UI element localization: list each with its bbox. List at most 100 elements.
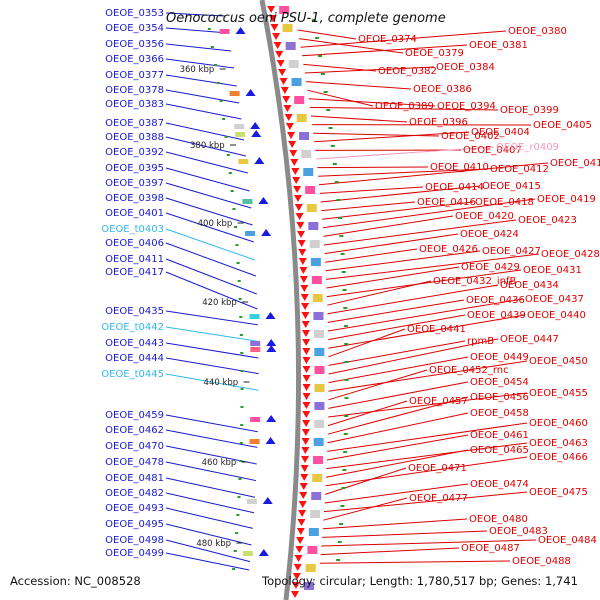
left-gene-label[interactable]: OEOE_0482 [105,488,164,499]
right-gene-label[interactable]: OEOE_0475 [529,487,588,498]
right-gene-label[interactable]: OEOE_0416 [417,197,476,208]
left-gene-label[interactable]: OEOE_t0403 [101,224,164,235]
left-gene-label[interactable]: OEOE_0398 [105,193,164,204]
right-gene-label[interactable]: rpmB [467,336,494,347]
right-gene-label[interactable]: OEOE_0382 [378,66,437,77]
right-gene-label[interactable]: OEOE_0436 [466,295,525,306]
right-gene-label[interactable]: OEOE_0480 [469,514,528,525]
left-gene-label[interactable]: OEOE_0470 [105,441,164,452]
reverse-gene-arrow [266,339,277,346]
left-gene-label[interactable]: OEOE_0387 [105,118,164,129]
left-gene-label[interactable]: OEOE_0443 [105,338,164,349]
right-gene-label[interactable]: OEOE_0379 [405,48,464,59]
leader-line [310,115,408,123]
right-gene-label[interactable]: OEOE_0456 [470,392,529,403]
right-gene-label[interactable]: OEOE_0487 [461,543,520,554]
left-gene-label[interactable]: OEOE_t0442 [101,322,164,333]
right-gene-label[interactable]: OEOE_0434 [500,280,559,291]
right-gene-label[interactable]: OEOE_0415 [482,181,541,192]
right-gene-label[interactable]: OEOE_0471 [408,463,467,474]
left-gene-label[interactable]: OEOE_0377 [105,70,164,81]
left-gene-label[interactable]: OEOE_0435 [105,306,164,317]
left-gene-label[interactable]: OEOE_0462 [105,425,164,436]
right-gene-label[interactable]: OEOE_0460 [529,418,588,429]
right-gene-label[interactable]: OEOE_0414 [425,182,484,193]
right-gene-label[interactable]: OEOE_0440 [527,310,586,321]
left-gene-label[interactable]: OEOE_0354 [105,23,164,34]
left-gene-label[interactable]: OEOE_0392 [105,147,164,158]
left-gene-label[interactable]: OEOE_0406 [105,238,164,249]
right-gene-label[interactable]: OEOE_r0409 [496,142,559,153]
right-gene-label[interactable]: OEOE_0394 [437,101,496,112]
right-gene-label[interactable]: OEOE_0466 [529,452,588,463]
left-gene-label[interactable]: OEOE_0478 [105,457,164,468]
left-gene-label[interactable]: OEOE_t0445 [101,369,164,380]
right-gene-label[interactable]: OEOE_0410 [430,162,489,173]
right-gene-label[interactable]: OEOE_0465 [470,445,529,456]
right-gene-label[interactable]: OEOE_0488 [512,556,571,567]
leader-line [297,29,357,40]
left-gene-label[interactable]: OEOE_0444 [105,353,164,364]
right-gene-label[interactable]: OEOE_0384 [436,62,495,73]
right-gene-label[interactable]: OEOE_0454 [470,377,529,388]
right-gene-label[interactable]: OEOE_0431 [523,265,582,276]
right-gene-label[interactable]: OEOE_0437 [525,294,584,305]
right-gene-label[interactable]: OEOE_0461 [470,430,529,441]
right-gene-label[interactable]: OEOE_0386 [413,84,472,95]
right-gene-label[interactable]: OEOE_0439 [467,310,526,321]
left-gene-label[interactable]: OEOE_0356 [105,39,164,50]
left-gene-label[interactable]: OEOE_0493 [105,503,164,514]
right-gene-label[interactable]: OEOE_0483 [489,526,548,537]
right-gene-label[interactable]: OEOE_0477 [409,493,468,504]
left-gene-label[interactable]: OEOE_0498 [105,535,164,546]
right-gene-label[interactable]: OEOE_0428 [541,249,600,260]
left-gene-label[interactable]: OEOE_0499 [105,548,164,559]
left-gene-label[interactable]: OEOE_0459 [105,410,164,421]
right-gene-label[interactable]: OEOE_0455 [529,388,588,399]
right-gene-label[interactable]: OEOE_0449 [470,352,529,363]
right-gene-label[interactable]: OEOE_0457 [409,396,468,407]
right-gene-label[interactable]: OEOE_0450 [529,356,588,367]
right-gene-label[interactable]: OEOE_0419 [537,194,596,205]
right-gene-label[interactable]: OEOE_0404 [471,127,530,138]
right-gene-label[interactable]: OEOE_0412 [490,164,549,175]
left-gene-label[interactable]: OEOE_0395 [105,163,164,174]
left-gene-label[interactable]: OEOE_0383 [105,99,164,110]
right-gene-label[interactable]: OEOE_0429 [461,262,520,273]
right-gene-label[interactable]: OEOE_0427 [482,246,541,257]
right-gene-label[interactable]: OEOE_0420 [455,211,514,222]
right-gene-label[interactable]: OEOE_0402 [441,131,500,142]
left-gene-label[interactable]: OEOE_0411 [105,254,164,265]
left-gene-label[interactable]: OEOE_0366 [105,54,164,65]
right-gene-label[interactable]: OEOE_0426 [419,244,478,255]
right-gene-label[interactable]: OEOE_0380 [508,26,567,37]
right-gene-label[interactable]: OEOE_0432_infB [433,276,516,287]
right-gene-label[interactable]: OEOE_0474 [470,479,529,490]
right-gene-label[interactable]: OEOE_0458 [470,408,529,419]
right-gene-label[interactable]: OEOE_0374 [358,34,417,45]
right-gene-label[interactable]: OEOE_0399 [500,105,559,116]
right-gene-label[interactable]: OEOE_0418 [475,197,534,208]
left-gene-label[interactable]: OEOE_0397 [105,178,164,189]
left-gene-label[interactable]: OEOE_0378 [105,85,164,96]
forward-gene-arrow [267,6,276,13]
right-gene-label[interactable]: OEOE_0441 [407,324,466,335]
left-gene-label[interactable]: OEOE_0417 [105,267,164,278]
right-gene-label[interactable]: OEOE_0407 [463,145,522,156]
left-gene-label[interactable]: OEOE_0388 [105,132,164,143]
left-gene-label[interactable]: OEOE_0481 [105,473,164,484]
right-gene-label[interactable]: OEOE_0484 [538,535,597,546]
right-gene-label[interactable]: OEOE_0423 [518,215,577,226]
right-gene-label[interactable]: OEOE_0463 [529,438,588,449]
right-gene-label[interactable]: OEOE_0424 [460,229,519,240]
left-gene-label[interactable]: OEOE_0353 [105,8,164,19]
right-gene-label[interactable]: OEOE_0405 [533,120,592,131]
right-gene-label[interactable]: OEOE_0396 [409,117,468,128]
right-gene-label[interactable]: OEOE_0389 [375,101,434,112]
right-gene-label[interactable]: OEOE_0452_rnc [429,365,509,376]
right-gene-label[interactable]: OEOE_0447 [500,334,559,345]
right-gene-label[interactable]: OEOE_0381 [469,40,528,51]
right-gene-label[interactable]: OEOE_0413 [550,158,600,169]
left-gene-label[interactable]: OEOE_0401 [105,208,164,219]
left-gene-label[interactable]: OEOE_0495 [105,519,164,530]
